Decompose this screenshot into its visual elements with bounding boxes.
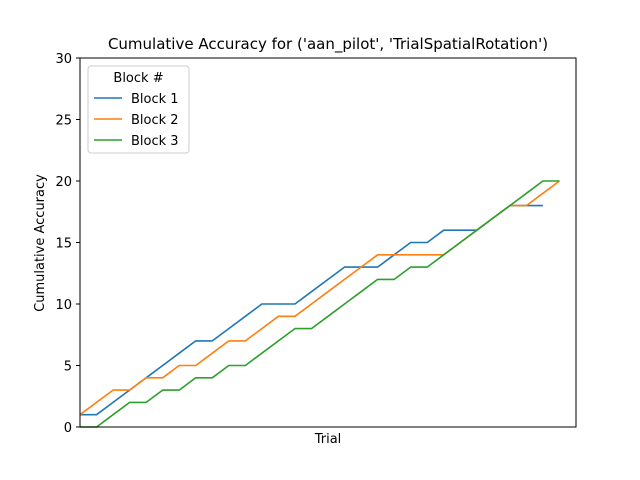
y-tick-label: 15	[55, 237, 72, 252]
y-tick-label: 5	[64, 360, 72, 375]
chart-title: Cumulative Accuracy for ('aan_pilot', 'T…	[108, 35, 548, 54]
y-tick-label: 20	[55, 175, 72, 190]
y-tick-label: 0	[64, 421, 72, 436]
y-tick-label: 25	[55, 114, 72, 129]
legend: Block # Block 1 Block 2 Block 3	[87, 65, 190, 154]
y-tick-label: 30	[55, 52, 72, 67]
legend-entry-3: Block 3	[131, 134, 179, 149]
legend-entry-1: Block 1	[131, 92, 179, 107]
series-line-1	[80, 204, 543, 416]
y-axis-label: Cumulative Accuracy	[33, 174, 48, 312]
series-line-3	[80, 180, 560, 428]
legend-entry-2: Block 2	[131, 113, 179, 128]
series-line-2	[79, 180, 560, 416]
x-axis-label: Trial	[314, 432, 342, 447]
y-tick-label: 10	[55, 298, 72, 313]
plot-area: 0 5 10 15 20 25 30	[55, 52, 577, 436]
legend-box	[87, 65, 190, 154]
legend-title: Block #	[113, 71, 163, 86]
